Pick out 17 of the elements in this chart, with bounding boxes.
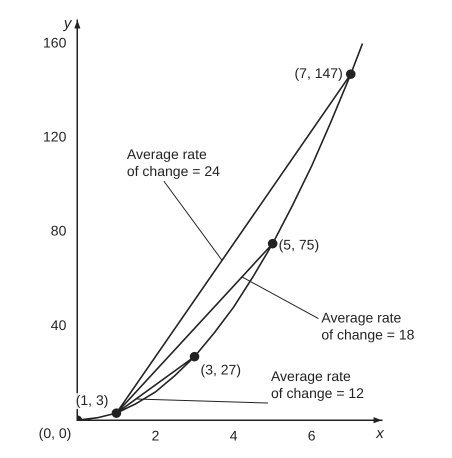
y-tick-label: 160 xyxy=(43,34,67,50)
x-axis-title: x xyxy=(375,424,384,442)
x-tick-label: 6 xyxy=(308,427,316,444)
annotation: (0, 0) xyxy=(38,425,72,442)
annotation: (5, 75) xyxy=(278,236,320,252)
y-tick-label: 40 xyxy=(50,316,67,333)
annotation: (7, 147) xyxy=(294,65,343,82)
x-tick-label: 4 xyxy=(230,427,238,444)
y-tick-label: 120 xyxy=(43,128,67,145)
annotation: Average rate of change = 12 xyxy=(270,368,364,401)
y-axis-title: y xyxy=(62,15,73,32)
annotation: Average rate of change = 24 xyxy=(126,146,220,179)
x-tick-label: 2 xyxy=(152,427,160,444)
annotation: Average rate of change = 18 xyxy=(321,309,415,342)
annotation: (1, 3) xyxy=(76,392,108,408)
annotation: (3, 27) xyxy=(200,362,241,378)
y-tick-label: 80 xyxy=(50,222,67,239)
